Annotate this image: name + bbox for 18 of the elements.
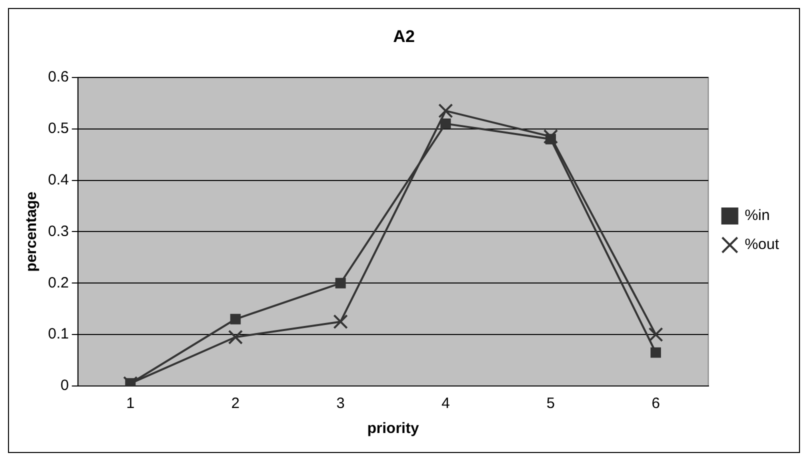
x-tick-label: 6 [652, 395, 660, 412]
legend-label: %out [744, 236, 780, 254]
y-tick-label: 0.5 [48, 120, 69, 137]
chart-title: A2 [393, 26, 415, 46]
x-tick-label: 4 [441, 395, 450, 412]
x-tick-label: 3 [336, 395, 345, 412]
y-tick-label: 0.2 [48, 274, 69, 292]
y-tick-label: 0.3 [48, 222, 69, 240]
y-axis-title: percentage [23, 192, 40, 272]
y-tick-label: 0 [60, 377, 69, 394]
legend-label: %in [744, 207, 770, 224]
y-tick-label: 0.1 [48, 326, 69, 343]
x-axis-title: priority [367, 420, 420, 438]
x-tick-label: 5 [546, 395, 555, 412]
y-tick-label: 0.4 [48, 171, 69, 188]
x-tick-label: 1 [126, 395, 135, 412]
y-tick-label: 0.6 [48, 68, 69, 86]
x-tick-label: 2 [231, 395, 240, 412]
